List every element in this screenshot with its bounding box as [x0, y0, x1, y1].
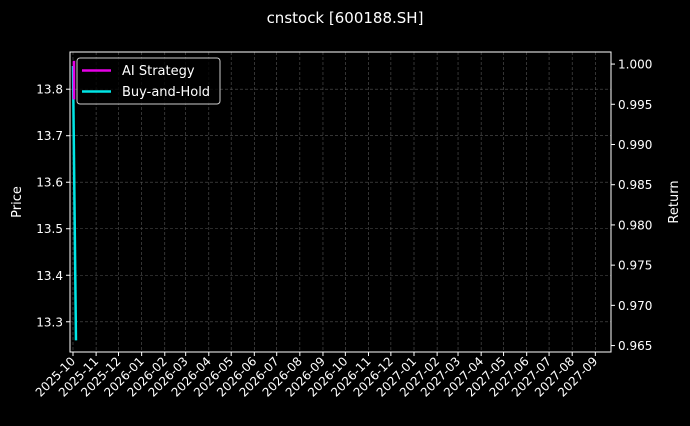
- legend-label-ai-strategy: AI Strategy: [122, 64, 195, 79]
- y-tick-label-left: 13.6: [36, 176, 63, 190]
- series-lines: [71, 60, 78, 341]
- y-tick-label-right: 0.965: [618, 339, 652, 353]
- y-tick-label-right: 1.000: [618, 58, 652, 72]
- plot-frame: [69, 51, 612, 353]
- y-label-right: Return: [667, 180, 682, 223]
- y-tick-label-left: 13.4: [36, 269, 63, 283]
- y-tick-label-right: 0.975: [618, 259, 652, 273]
- chart-title: cnstock [600188.SH]: [267, 9, 424, 27]
- legend-box: [76, 57, 221, 105]
- legend-label-buy-and-hold: Buy-and-Hold: [122, 85, 210, 100]
- y-tick-label-right: 0.990: [618, 138, 652, 152]
- series-line-buy-and-hold: [71, 65, 78, 341]
- y-tick-label-right: 0.980: [618, 218, 652, 232]
- legend: AI Strategy Buy-and-Hold: [76, 57, 221, 105]
- y-tick-label-right: 0.995: [618, 98, 652, 112]
- x-axis: 2025-102025-112025-122026-012026-022026-…: [33, 352, 600, 400]
- y-tick-label-left: 13.8: [36, 83, 63, 97]
- y-tick-label-right: 0.970: [618, 299, 652, 313]
- y-axis-right: 0.965 0.970 0.975 0.980 0.985 0.990 0.995 1.000: [611, 58, 652, 353]
- y-tick-label-left: 13.7: [36, 129, 63, 143]
- y-tick-label-left: 13.5: [36, 222, 63, 236]
- y-tick-label-right: 0.985: [618, 178, 652, 192]
- y-axis-left: 13.3 13.4 13.5 13.6 13.7 13.8: [36, 83, 70, 329]
- y-label-left: Price: [10, 186, 25, 218]
- y-tick-label-left: 13.3: [36, 315, 63, 329]
